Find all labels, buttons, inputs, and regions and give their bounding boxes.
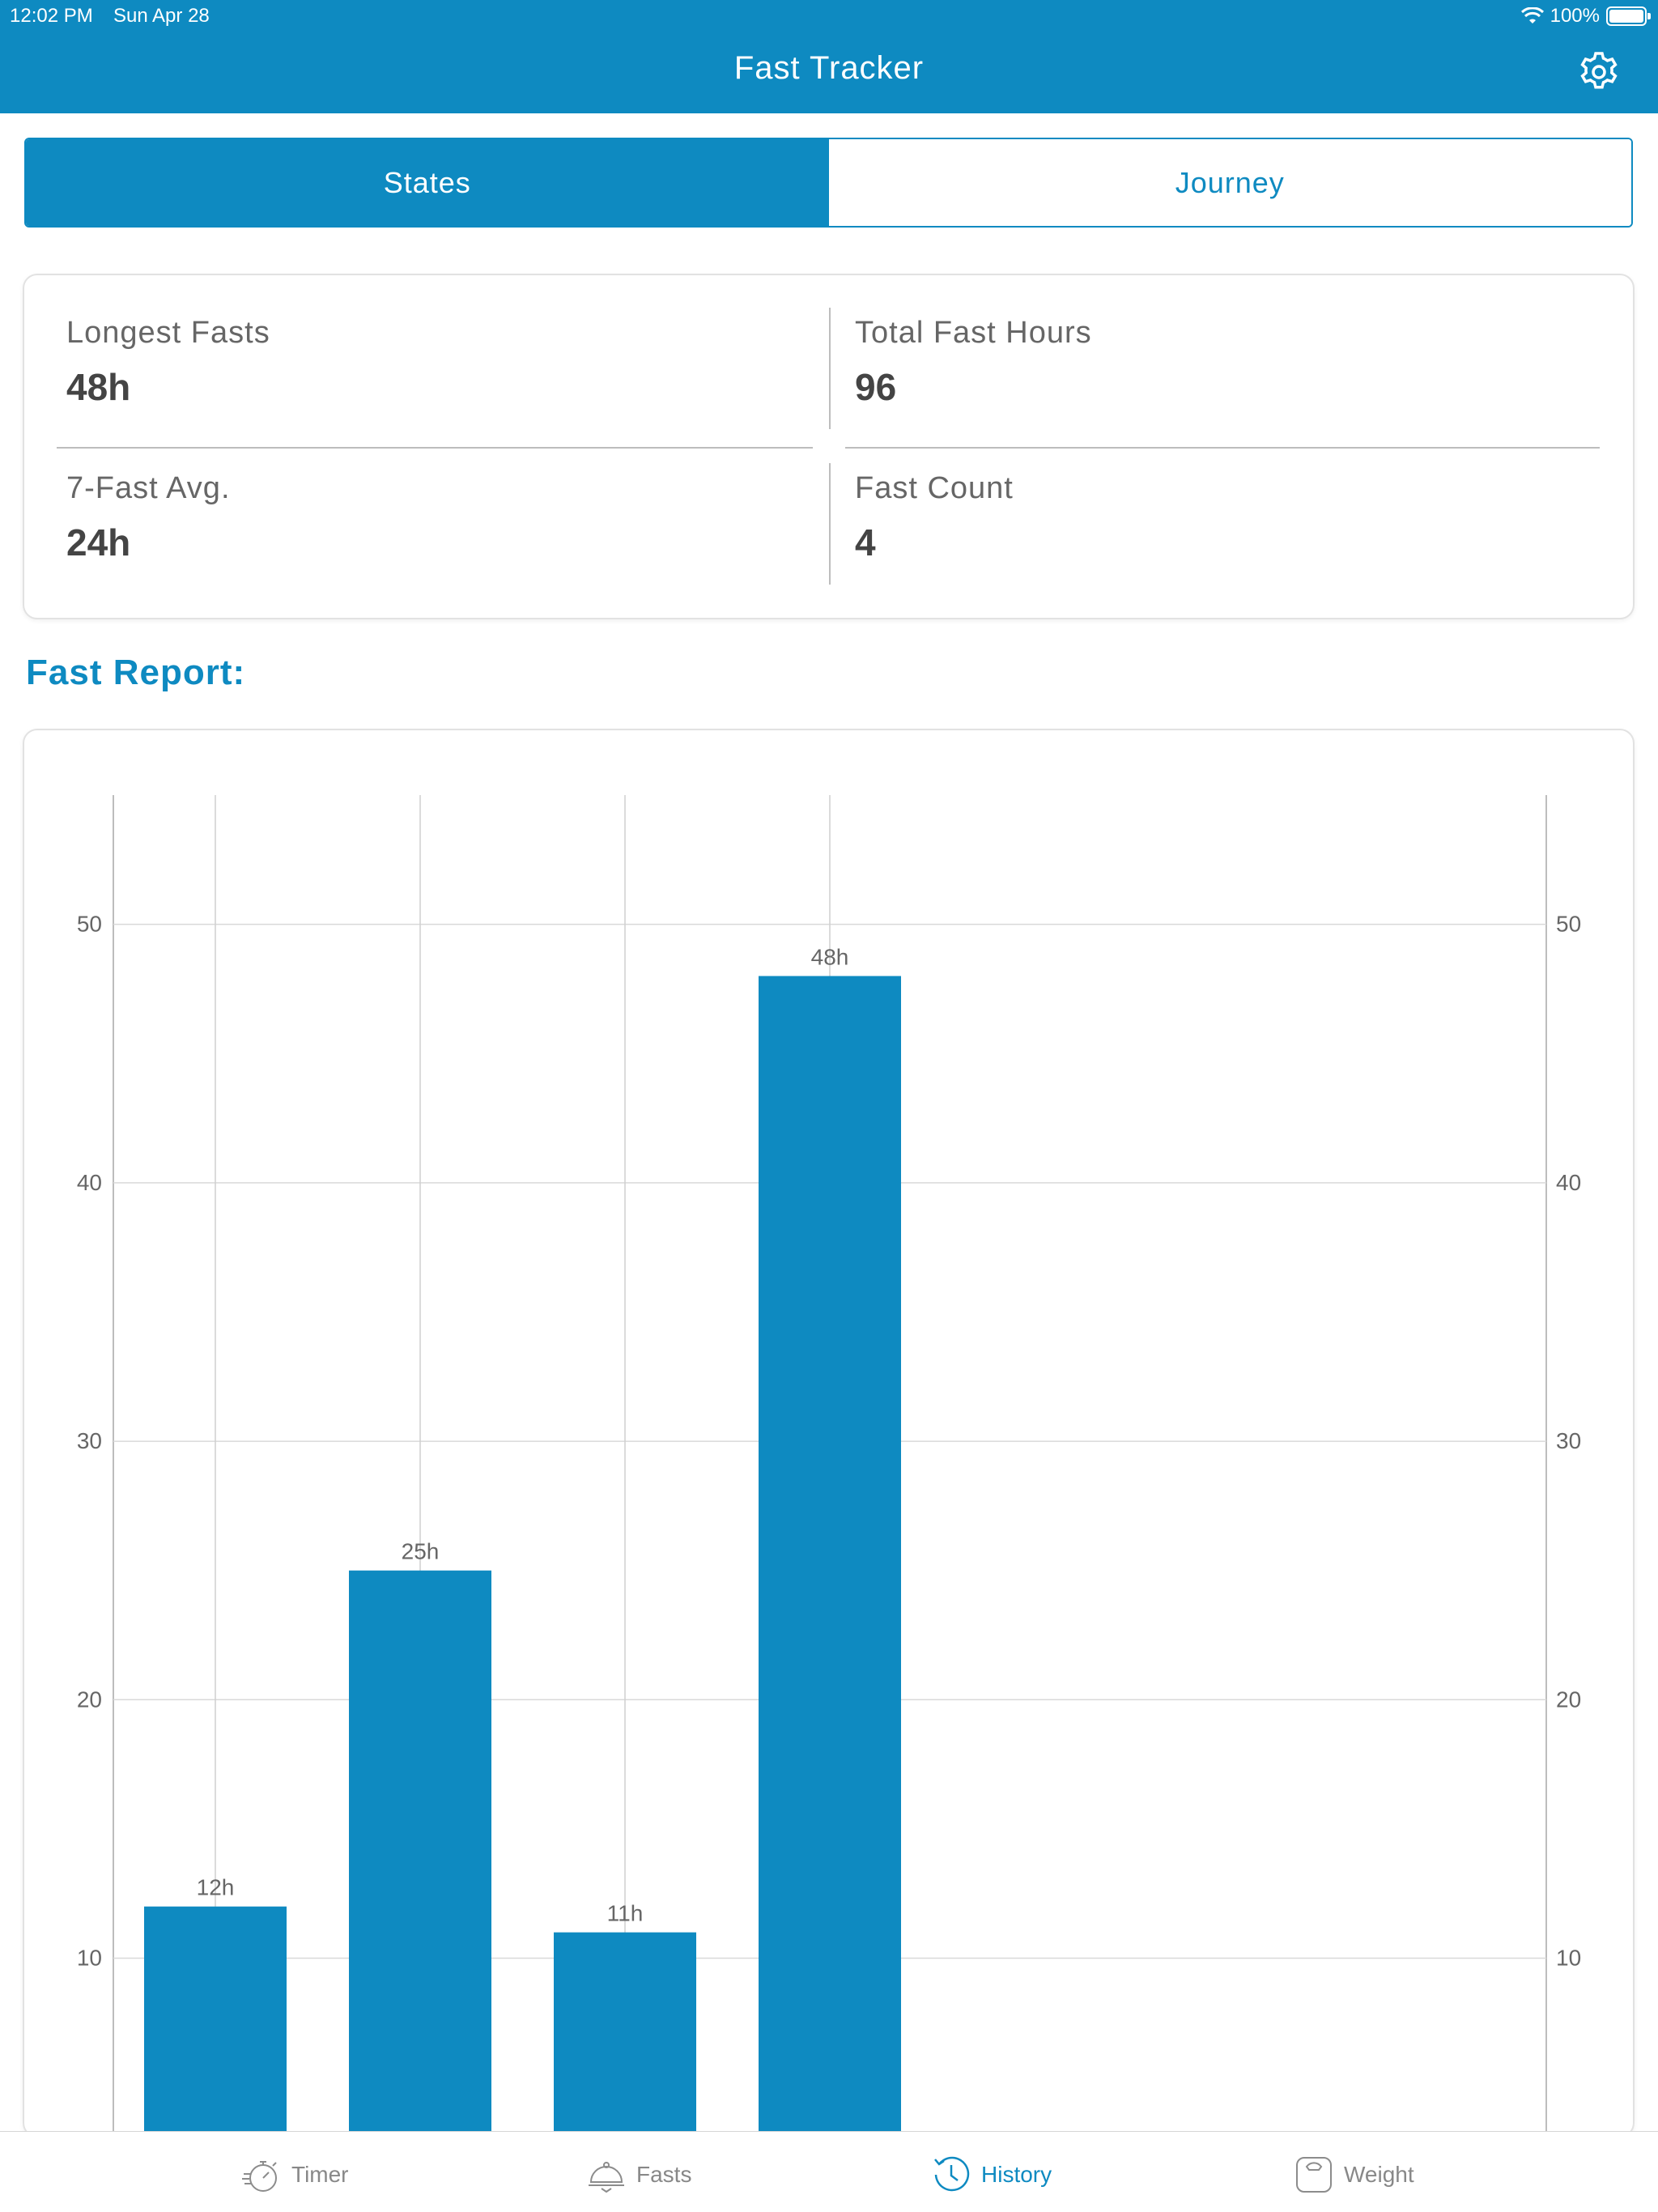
stat-value: 4 [855,521,876,564]
tab-label: Weight [1344,2162,1414,2187]
bar [759,976,901,2136]
segmented-control: States Journey [24,138,1633,228]
battery-icon [1606,6,1651,26]
tab-fasts[interactable]: Fasts [586,2155,691,2195]
wifi-icon [1520,7,1544,23]
stat-value: 96 [855,366,897,408]
tab-timer[interactable]: Timer [241,2155,349,2195]
page-title: Fast Tracker [733,50,925,86]
stat-longest: Longest Fasts 48h [66,316,270,409]
divider [829,463,831,585]
y-tick-label-left: 20 [77,1687,102,1712]
status-date: Sun Apr 28 [113,5,210,27]
stat-label: 7-Fast Avg. [66,471,231,505]
stat-label: Fast Count [855,471,1014,505]
stat-count: Fast Count 4 [855,471,1014,564]
stat-label: Total Fast Hours [855,316,1092,350]
tab-states[interactable]: States [26,139,829,226]
stopwatch-icon [242,2161,277,2192]
stat-total-hours: Total Fast Hours 96 [855,316,1092,409]
divider [845,447,1600,449]
y-tick-label-right: 30 [1556,1428,1581,1453]
status-time: 12:02 PM [10,5,93,27]
gear-icon[interactable] [1575,49,1622,96]
divider [57,447,813,449]
tab-history[interactable]: History [931,2155,1052,2195]
status-right: 100% [1520,5,1651,28]
nav-header: 12:02 PM Sun Apr 28 100% Fast Tracker [0,0,1658,113]
tab-label: History [981,2162,1052,2187]
tab-journey[interactable]: Journey [828,139,1631,226]
tab-label: Timer [291,2162,349,2187]
food-cloche-icon [589,2162,624,2193]
status-bar: 12:02 PM Sun Apr 28 100% [0,0,1658,32]
y-tick-label-left: 50 [77,912,102,937]
y-tick-label-left: 30 [77,1428,102,1453]
bar [349,1570,491,2136]
bar-value-label: 48h [811,944,849,969]
stat-avg: 7-Fast Avg. 24h [66,471,231,564]
divider [829,308,831,429]
bar [554,1932,696,2136]
bar-value-label: 11h [607,1901,644,1926]
bar [144,1906,287,2136]
battery-percent: 100% [1550,5,1600,27]
y-tick-label-right: 50 [1556,912,1581,937]
history-clock-icon [934,2156,970,2192]
y-tick-label-left: 40 [77,1170,102,1195]
scale-icon [1296,2157,1332,2193]
section-title: Fast Report: [26,653,246,692]
stat-value: 24h [66,521,131,564]
bar-value-label: 12h [197,1875,235,1900]
bar-value-label: 25h [402,1539,440,1564]
tab-weight[interactable]: Weight [1294,2155,1414,2195]
y-tick-label-right: 10 [1556,1946,1581,1971]
fast-report-chart: 10 10 20 20 30 30 40 40 50 50 12h 25h 11h 48h [23,729,1635,2138]
y-tick-label-left: 10 [77,1946,102,1971]
y-tick-label-right: 20 [1556,1687,1581,1712]
y-tick-label-right: 40 [1556,1170,1581,1195]
stat-label: Longest Fasts [66,316,270,350]
stats-card: Longest Fasts 48h Total Fast Hours 96 7-… [23,274,1635,619]
tab-label: Fasts [636,2162,692,2187]
bar-chart: 10 10 20 20 30 30 40 40 50 50 12h 25h 11h 48h [77,795,1581,2136]
tab-bar: Timer Fasts History [0,2131,1658,2212]
stat-value: 48h [66,366,131,408]
